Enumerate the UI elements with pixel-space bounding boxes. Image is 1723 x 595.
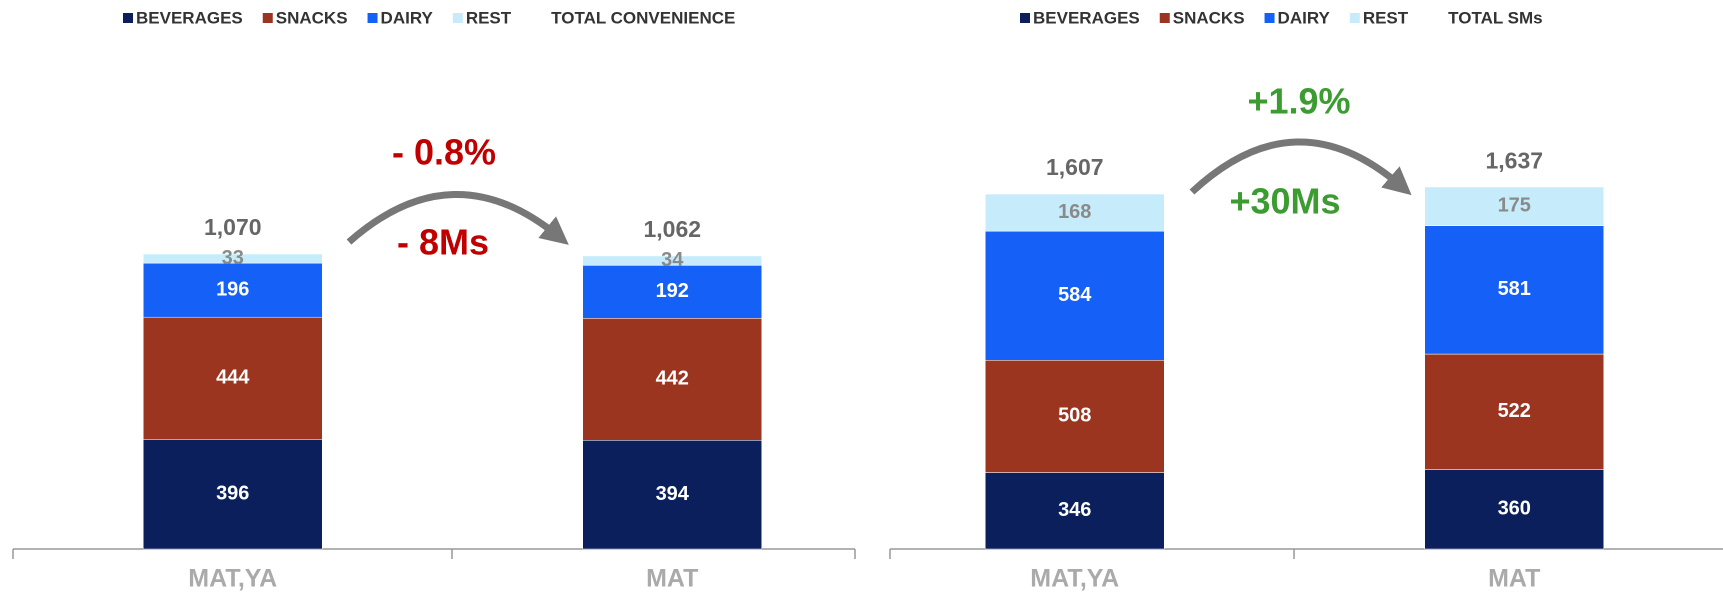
value-label: 192	[656, 280, 689, 302]
legend-label: TOTAL CONVENIENCE	[551, 8, 735, 27]
legend-label: REST	[466, 8, 512, 27]
legend-swatch	[1264, 13, 1275, 23]
value-label: 444	[216, 367, 250, 389]
legend-label: SNACKS	[1173, 8, 1245, 27]
bar-segment	[582, 265, 762, 319]
value-label: 508	[1058, 405, 1091, 427]
legend-swatch	[123, 13, 133, 23]
annotation: +30Ms	[1229, 181, 1340, 222]
legend-swatch	[1020, 13, 1030, 23]
legend-label: BEVERAGES	[1033, 8, 1140, 27]
bar-segment	[582, 440, 762, 550]
legend-swatch	[1349, 13, 1360, 23]
bar-segment	[143, 439, 323, 550]
bar-segment	[582, 318, 762, 441]
value-label: 442	[656, 368, 689, 390]
bar-segment	[1424, 186, 1604, 226]
bar-segment	[985, 472, 1165, 550]
bar-segment	[985, 193, 1165, 232]
value-label: 396	[216, 483, 249, 505]
total-label: 1,637	[1485, 147, 1543, 173]
legend-swatch	[1159, 13, 1170, 23]
bar-segment	[143, 262, 323, 318]
legend-label: DAIRY	[1278, 8, 1331, 27]
legend-label: DAIRY	[381, 8, 434, 27]
bar-segment	[1424, 225, 1604, 355]
annotation: - 0.8%	[392, 132, 496, 173]
value-label: 175	[1498, 195, 1531, 217]
bar-segment	[985, 230, 1165, 361]
x-tick-label: MAT	[1488, 565, 1540, 593]
axis-ticks	[12, 549, 1295, 559]
bar-segment	[1424, 469, 1604, 550]
annotation: +1.9%	[1247, 81, 1350, 122]
value-label: 33	[222, 247, 244, 269]
bar-segment	[1424, 353, 1604, 470]
legend-swatch	[367, 13, 378, 23]
annotation: - 8Ms	[397, 222, 489, 263]
total-label: 1,070	[204, 214, 262, 240]
bar-segment	[143, 316, 323, 440]
x-tick-label: MAT,YA	[188, 565, 277, 593]
value-label: 346	[1058, 499, 1091, 521]
legend-label: SNACKS	[276, 8, 348, 27]
x-tick-label: MAT	[646, 565, 698, 593]
bar-segment	[985, 360, 1165, 473]
value-label: 168	[1058, 201, 1091, 223]
bar-segment	[582, 255, 762, 266]
total-label: 1,062	[643, 216, 701, 242]
arrow	[346, 191, 569, 245]
value-label: 360	[1498, 498, 1531, 520]
value-label: 196	[216, 278, 249, 300]
value-label: 581	[1498, 278, 1531, 300]
legend-swatch	[262, 13, 273, 23]
legend-swatch	[452, 13, 463, 23]
legend-label: BEVERAGES	[136, 8, 243, 27]
x-tick-label: MAT,YA	[1030, 565, 1119, 593]
value-label: 522	[1498, 400, 1531, 422]
bar-segment	[143, 253, 323, 264]
value-label: 584	[1058, 284, 1092, 306]
arrow	[1189, 138, 1412, 196]
legend-label: REST	[1363, 8, 1409, 27]
total-label: 1,607	[1046, 154, 1104, 180]
value-label: 394	[656, 483, 690, 505]
value-label: 34	[661, 249, 684, 271]
legend-label: TOTAL SMs	[1448, 8, 1542, 27]
